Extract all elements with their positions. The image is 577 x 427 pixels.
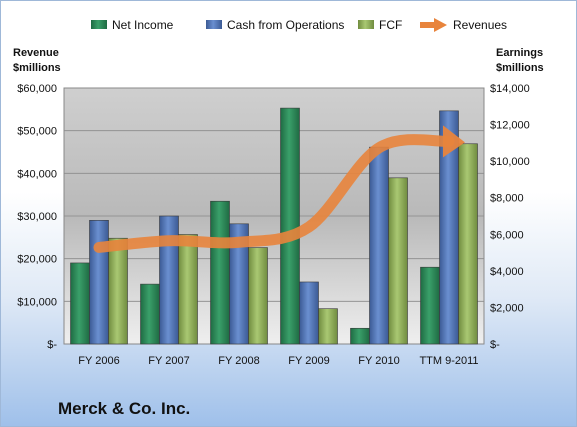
gridlines — [64, 87, 484, 302]
right-axis-ticks: $- $2,000 $4,000 $6,000 $8,000 $10,000 $12,000… — [490, 83, 530, 351]
bar-fcf — [318, 308, 338, 345]
bar-cash-from-operations — [299, 281, 319, 345]
right-axis-tick-label: $8,000 — [490, 193, 524, 205]
x-axis-label: TTM 9-2011 — [419, 355, 478, 367]
bar-fcf — [178, 234, 198, 345]
revenues-line-path — [93, 134, 455, 253]
right-axis-tick-label: $4,000 — [490, 266, 524, 278]
left-axis-tick-label: $60,000 — [17, 83, 57, 95]
bar-net-income — [140, 283, 160, 345]
legend-label-fcf: FCF — [379, 18, 402, 32]
legend-swatch-cash-from-operations — [206, 20, 222, 29]
right-axis-tick-label: $12,000 — [490, 120, 530, 132]
bar-net-income — [420, 266, 440, 345]
legend-swatch-fcf — [358, 20, 374, 29]
bar-fcf — [388, 177, 408, 345]
x-axis-label: FY 2008 — [218, 355, 259, 367]
bar-net-income — [280, 107, 300, 345]
x-axis-label: FY 2007 — [148, 355, 189, 367]
left-axis-title-line2: $millions — [13, 62, 61, 74]
left-axis-title-line1: Revenue — [13, 47, 59, 59]
right-axis-tick-label: $2,000 — [490, 302, 524, 314]
legend-swatch-revenues-arrowhead — [434, 18, 447, 32]
right-axis-title-line2: $millions — [496, 62, 544, 74]
legend-label-cash-from-operations: Cash from Operations — [227, 18, 344, 32]
bar-fcf — [458, 143, 478, 345]
right-axis-tick-label: $10,000 — [490, 156, 530, 168]
left-axis-ticks: $- $10,000 $20,000 $30,000 $40,000 $50,000 $60… — [17, 83, 57, 351]
right-axis-tick-label: $14,000 — [490, 83, 530, 95]
bar-cash-from-operations — [369, 146, 389, 345]
left-axis-tick-label: $20,000 — [17, 254, 57, 266]
left-axis-tick-label: $- — [47, 339, 57, 351]
right-axis-tick-label: $6,000 — [490, 229, 524, 241]
bar-net-income — [350, 327, 370, 345]
x-axis-label: FY 2009 — [288, 355, 329, 367]
legend-label-net-income: Net Income — [112, 18, 174, 32]
right-axis-tick-label: $- — [490, 339, 500, 351]
left-axis-tick-label: $50,000 — [17, 126, 57, 138]
left-axis-tick-label: $30,000 — [17, 211, 57, 223]
left-axis-tick-label: $40,000 — [17, 168, 57, 180]
revenues-line — [93, 125, 465, 253]
bars — [70, 107, 478, 345]
left-axis-tick-label: $10,000 — [17, 296, 57, 308]
company-name: Merck & Co. Inc. — [58, 399, 190, 418]
x-axis-label: FY 2006 — [78, 355, 119, 367]
x-axis-label: FY 2010 — [358, 355, 399, 367]
bar-net-income — [210, 200, 230, 345]
x-axis-labels: FY 2006 FY 2007 FY 2008 FY 2009 FY 2010 TTM 9… — [78, 355, 478, 367]
legend-label-revenues: Revenues — [453, 18, 507, 32]
legend: Net Income Cash from Operations FCF Reve… — [91, 18, 507, 32]
bar-net-income — [70, 262, 90, 345]
bar-cash-from-operations — [89, 219, 109, 345]
bar-fcf — [248, 247, 268, 345]
revenues-arrowhead — [443, 125, 465, 158]
right-axis-title-line1: Earnings — [496, 47, 543, 59]
bar-fcf — [108, 237, 128, 345]
legend-swatch-net-income — [91, 20, 107, 29]
